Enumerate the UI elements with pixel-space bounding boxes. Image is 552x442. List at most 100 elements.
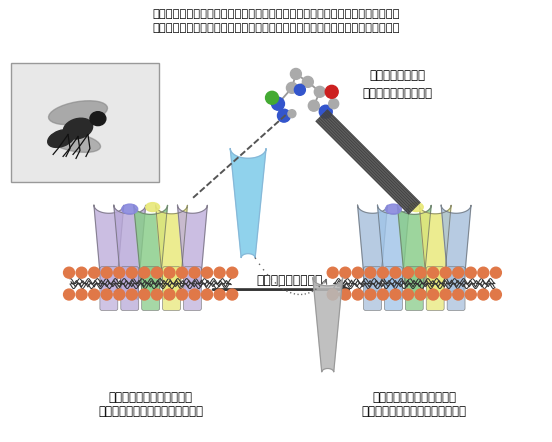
Ellipse shape [410, 202, 423, 212]
Circle shape [402, 267, 413, 278]
FancyBboxPatch shape [142, 267, 160, 310]
Circle shape [478, 267, 489, 278]
Polygon shape [134, 205, 168, 300]
Circle shape [286, 82, 298, 93]
Circle shape [89, 267, 99, 278]
Ellipse shape [50, 133, 100, 152]
FancyBboxPatch shape [384, 267, 402, 310]
Circle shape [139, 289, 150, 300]
Circle shape [214, 267, 225, 278]
Circle shape [490, 289, 501, 300]
Circle shape [390, 267, 401, 278]
Circle shape [139, 267, 150, 278]
Circle shape [378, 289, 389, 300]
Polygon shape [313, 278, 343, 372]
Circle shape [340, 267, 351, 278]
Text: ネオニコチノイド
（イミダクロブリド）: ネオニコチノイド （イミダクロブリド） [362, 69, 432, 100]
FancyBboxPatch shape [405, 267, 423, 310]
Polygon shape [397, 205, 431, 300]
FancyBboxPatch shape [100, 267, 118, 310]
Circle shape [453, 289, 464, 300]
Circle shape [76, 267, 87, 278]
Circle shape [151, 289, 162, 300]
Ellipse shape [146, 202, 160, 212]
Circle shape [453, 267, 464, 278]
Circle shape [164, 289, 175, 300]
Circle shape [177, 289, 188, 300]
Text: ニコチン性アセチルコリン受容体: ニコチン性アセチルコリン受容体 [362, 405, 467, 418]
Circle shape [114, 289, 125, 300]
Circle shape [390, 289, 401, 300]
Ellipse shape [47, 130, 75, 147]
Circle shape [278, 109, 290, 122]
Circle shape [302, 76, 314, 88]
FancyBboxPatch shape [163, 267, 181, 310]
Circle shape [327, 267, 338, 278]
Circle shape [214, 289, 225, 300]
Circle shape [201, 289, 213, 300]
Circle shape [490, 267, 501, 278]
Circle shape [327, 289, 338, 300]
Circle shape [227, 289, 238, 300]
Circle shape [201, 267, 213, 278]
Circle shape [428, 289, 439, 300]
FancyBboxPatch shape [426, 267, 444, 310]
Polygon shape [114, 205, 146, 300]
Polygon shape [178, 205, 208, 294]
Circle shape [352, 289, 363, 300]
Circle shape [290, 69, 301, 80]
FancyBboxPatch shape [183, 267, 201, 310]
Polygon shape [358, 205, 388, 294]
Ellipse shape [385, 204, 401, 214]
Circle shape [89, 289, 99, 300]
Text: ニコチン性アセチルコリン受容体のネオニコチノイド感受性が高まる場合がある: ニコチン性アセチルコリン受容体のネオニコチノイド感受性が高まる場合がある [152, 23, 400, 33]
Circle shape [126, 267, 137, 278]
Circle shape [177, 267, 188, 278]
Circle shape [164, 267, 175, 278]
Polygon shape [441, 205, 471, 294]
Text: ニコチン性アセチルコリン受容体: ニコチン性アセチルコリン受容体 [98, 405, 203, 418]
Circle shape [415, 289, 426, 300]
Circle shape [365, 267, 376, 278]
Circle shape [189, 267, 200, 278]
Circle shape [428, 267, 439, 278]
Polygon shape [156, 205, 188, 300]
Ellipse shape [49, 101, 108, 125]
Circle shape [352, 267, 363, 278]
Polygon shape [94, 205, 124, 294]
Circle shape [465, 267, 476, 278]
Circle shape [465, 289, 476, 300]
Circle shape [227, 267, 238, 278]
Circle shape [319, 105, 332, 118]
Circle shape [329, 99, 339, 109]
FancyBboxPatch shape [447, 267, 465, 310]
FancyBboxPatch shape [121, 267, 139, 310]
Circle shape [63, 267, 75, 278]
Circle shape [294, 84, 305, 95]
FancyBboxPatch shape [364, 267, 381, 310]
Circle shape [402, 289, 413, 300]
Ellipse shape [90, 112, 106, 126]
Circle shape [415, 267, 426, 278]
Circle shape [378, 267, 389, 278]
Circle shape [189, 289, 200, 300]
Text: サブユニットの置換: サブユニットの置換 [257, 274, 323, 287]
Circle shape [340, 289, 351, 300]
Circle shape [101, 267, 112, 278]
Circle shape [314, 86, 325, 97]
Text: ネオニコチノイド低感受性: ネオニコチノイド低感受性 [109, 391, 193, 404]
Circle shape [114, 267, 125, 278]
Circle shape [76, 289, 87, 300]
Circle shape [325, 85, 338, 98]
Circle shape [478, 289, 489, 300]
Polygon shape [420, 205, 451, 300]
Circle shape [151, 267, 162, 278]
Text: サブユニット遺伝子の発現量の抑制や２つの異なるサブユニットの置換によって: サブユニット遺伝子の発現量の抑制や２つの異なるサブユニットの置換によって [152, 9, 400, 19]
Circle shape [440, 289, 451, 300]
Circle shape [126, 289, 137, 300]
Circle shape [365, 289, 376, 300]
Circle shape [266, 91, 279, 104]
Polygon shape [378, 205, 410, 300]
Bar [12, 63, 158, 182]
Circle shape [309, 100, 319, 111]
